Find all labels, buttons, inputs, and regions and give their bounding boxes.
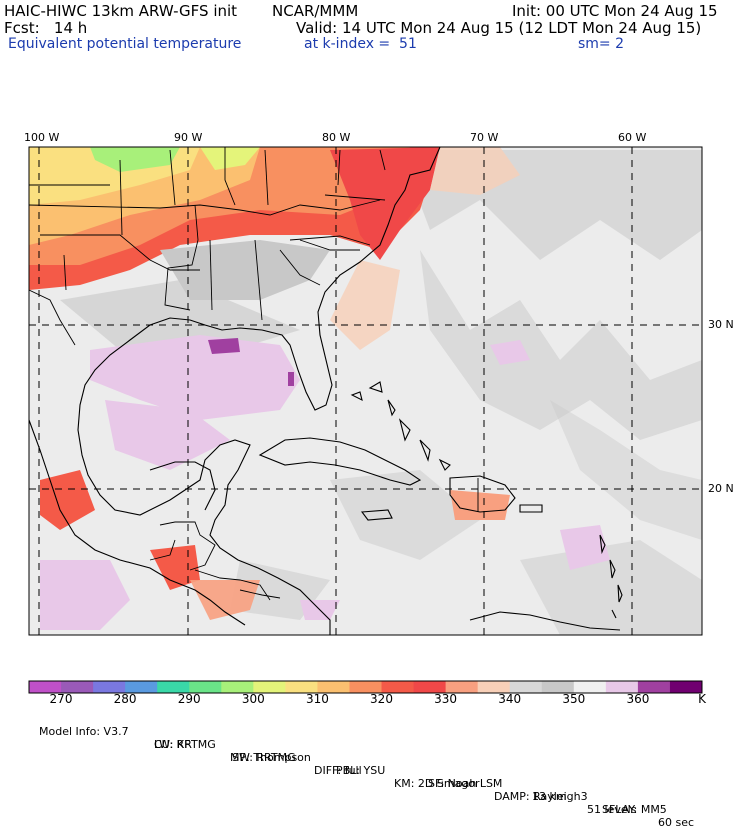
lon-label-100w: 100 W [24, 131, 60, 144]
diffusion-option: DIFF: full [314, 764, 362, 777]
colorbar-swatch [189, 681, 222, 693]
colorbar-swatch [125, 681, 158, 693]
model-title: HAIC-HIWC 13km ARW-GFS init [4, 2, 238, 20]
lat-label-20n: 20 N [708, 482, 734, 495]
colorbar-swatch [253, 681, 286, 693]
colorbar-swatch [157, 681, 190, 693]
lon-label-70w: 70 W [470, 131, 499, 144]
colorbar-swatch [605, 681, 639, 693]
colorbar-swatch [445, 681, 479, 693]
lat-label-30n: 30 N [708, 318, 734, 331]
colorbar-tick-label: 330 [434, 692, 458, 706]
colorbar-tick-label: 360 [626, 692, 650, 706]
colorbar-tick-label: 300 [241, 692, 265, 706]
map-canvas [28, 146, 703, 694]
colorbar-tick-label: 280 [113, 692, 137, 706]
time-step: 60 sec [658, 816, 695, 829]
colorbar-frame [28, 680, 703, 694]
colorbar-swatch [381, 681, 415, 693]
latlon-grid [29, 147, 702, 635]
smoothing-label: sm= 2 [578, 36, 625, 52]
level-label: at k-index = 51 [304, 36, 417, 52]
colorbar-swatch [573, 681, 607, 693]
km-option: KM: 2D Smagor [394, 777, 480, 790]
colorbar-swatch [637, 681, 671, 693]
forecast-hour: Fcst: 14 h [4, 19, 88, 37]
colorbar-tick-label: 320 [370, 692, 393, 706]
colorbar-swatch [317, 681, 350, 693]
model-version: Model Info: V3.7 [39, 725, 129, 738]
colorbar [29, 681, 703, 693]
theta-e-max-purple [208, 338, 240, 354]
theta-e-warm-land [29, 147, 520, 620]
colorbar-swatch [669, 681, 703, 693]
model-info-line1: Model Info: V3.7 CU: KF MP: Thompson PBL… [32, 712, 694, 829]
colorbar-swatch [221, 681, 254, 693]
colorbar-swatch [509, 681, 543, 693]
org-label: NCAR/MMM [272, 2, 359, 20]
init-time: Init: 00 UTC Mon 24 Aug 15 [512, 2, 718, 20]
colorbar-tick-label: 310 [305, 692, 329, 706]
colorbar-tick-label: 350 [562, 692, 586, 706]
colorbar-tick-label: 340 [498, 692, 522, 706]
surface-layer-option: SFLAY: MM5 [602, 803, 667, 816]
colorbar-swatch [477, 681, 511, 693]
shortwave-scheme: SW: RRTMG [232, 751, 296, 764]
lon-label-90w: 90 W [174, 131, 203, 144]
damping-option: DAMP: Rayleigh3 [494, 790, 588, 803]
coastlines [29, 147, 623, 635]
colorbar-swatch [61, 681, 94, 693]
lon-label-60w: 60 W [618, 131, 647, 144]
colorbar-swatch [413, 681, 447, 693]
model-info-line2: LW: RRTMG SW: RRTMG DIFF: full KM: 2D Sm… [32, 725, 667, 816]
theta-e-low-purple [40, 335, 610, 630]
field-name: Equivalent potential temperature [8, 36, 242, 52]
colorbar-unit: K [698, 692, 706, 706]
colorbar-swatch [541, 681, 575, 693]
colorbar-swatch [285, 681, 318, 693]
colorbar-tick-label: 270 [49, 692, 73, 706]
colorbar-swatch [93, 681, 126, 693]
valid-time: Valid: 14 UTC Mon 24 Aug 15 (12 LDT Mon … [296, 19, 702, 37]
map-frame [28, 146, 703, 636]
colorbar-tick-label: 290 [177, 692, 201, 706]
colorbar-swatch [349, 681, 383, 693]
colorbar-swatch [29, 681, 62, 693]
political-borders [29, 147, 479, 601]
lon-label-80w: 80 W [322, 131, 351, 144]
